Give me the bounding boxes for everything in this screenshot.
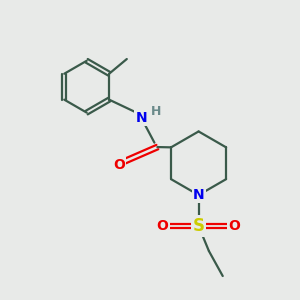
Text: H: H — [151, 105, 162, 118]
Text: N: N — [193, 188, 204, 202]
Text: N: N — [135, 111, 147, 124]
Text: O: O — [113, 158, 125, 172]
Text: O: O — [157, 219, 169, 233]
Text: S: S — [193, 217, 205, 235]
Text: O: O — [229, 219, 240, 233]
